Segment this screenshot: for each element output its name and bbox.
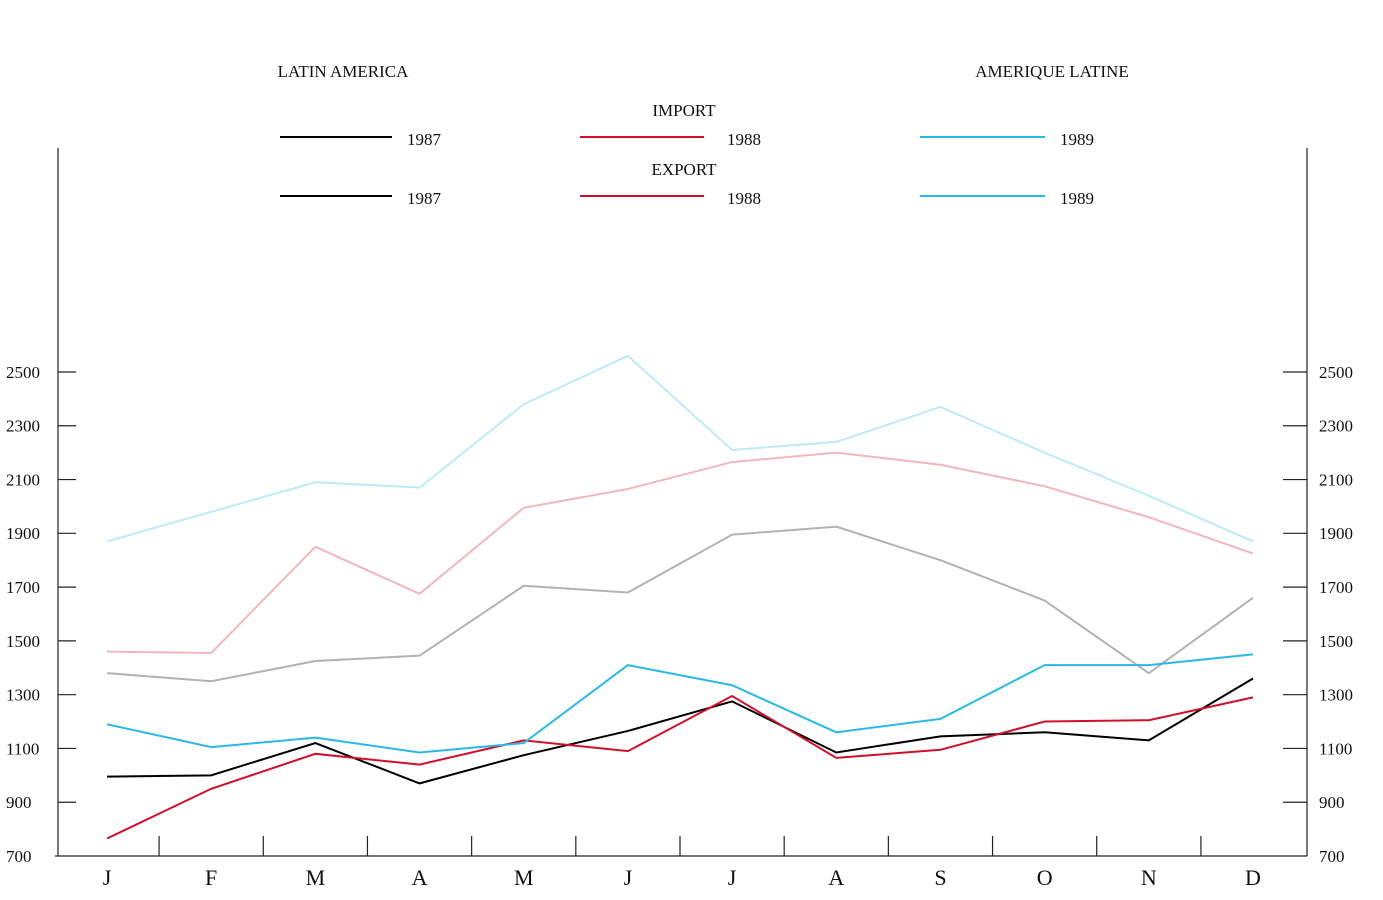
legend-label: 1989 — [1060, 189, 1094, 208]
series-line — [106, 677, 1254, 785]
x-tick-label: M — [306, 865, 326, 890]
y2-tick-label: 2500 — [1319, 363, 1353, 382]
x-tick-label: M — [514, 865, 534, 890]
chart-title: LATIN AMERICA — [278, 62, 410, 81]
y2-tick-label: 1500 — [1319, 632, 1353, 651]
series-line — [106, 525, 1254, 683]
legend-group-label: IMPORT — [652, 101, 716, 120]
series-line — [106, 653, 1254, 754]
y2-tick-label: 2300 — [1319, 417, 1353, 436]
y2-tick-label: 2100 — [1319, 470, 1353, 489]
legend-label: 1989 — [1060, 130, 1094, 149]
y2-tick-label: 1300 — [1319, 686, 1353, 705]
y-tick-label: 2500 — [6, 363, 40, 382]
y-tick-label: 1700 — [6, 578, 40, 597]
series-line — [106, 354, 1254, 543]
legend-group-label: EXPORT — [651, 160, 717, 179]
series-line — [106, 451, 1254, 654]
y2-tick-label: 700 — [1319, 847, 1345, 866]
y-tick-label: 1500 — [6, 632, 40, 651]
x-tick-label: J — [624, 865, 633, 890]
x-tick-label: J — [103, 865, 112, 890]
y2-tick-label: 1100 — [1319, 739, 1352, 758]
y2-tick-label: 900 — [1319, 793, 1345, 812]
y-tick-label: 2300 — [6, 417, 40, 436]
y-tick-label: 1300 — [6, 686, 40, 705]
y-tick-label: 900 — [6, 793, 32, 812]
series-line — [106, 694, 1254, 840]
x-tick-label: O — [1037, 865, 1053, 890]
x-tick-label: D — [1245, 865, 1261, 890]
x-tick-label: A — [828, 865, 844, 890]
y2-tick-label: 1900 — [1319, 524, 1353, 543]
x-tick-label: S — [934, 865, 946, 890]
legend-label: 1987 — [407, 189, 442, 208]
legend-label: 1988 — [727, 130, 761, 149]
x-tick-label: J — [728, 865, 737, 890]
legend-label: 1987 — [407, 130, 442, 149]
y-tick-label: 2100 — [6, 470, 40, 489]
x-tick-label: N — [1141, 865, 1157, 890]
x-tick-label: F — [205, 865, 217, 890]
y-tick-label: 1900 — [6, 524, 40, 543]
y-tick-label: 1100 — [6, 739, 39, 758]
y-tick-label: 700 — [6, 847, 32, 866]
x-tick-label: A — [412, 865, 428, 890]
y2-tick-label: 1700 — [1319, 578, 1353, 597]
chart-title-right: AMERIQUE LATINE — [975, 62, 1128, 81]
legend-label: 1988 — [727, 189, 761, 208]
